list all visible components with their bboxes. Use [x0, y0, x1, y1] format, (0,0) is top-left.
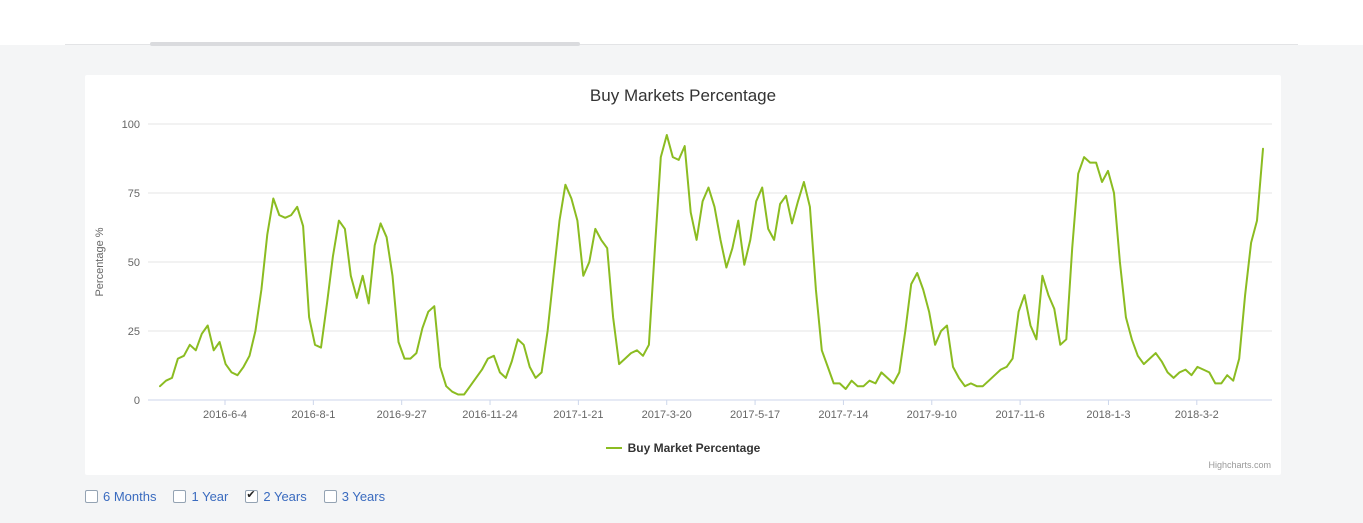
svg-text:75: 75: [128, 188, 140, 200]
svg-text:2017-1-21: 2017-1-21: [553, 409, 603, 421]
chart-plot-area[interactable]: 0 25 50 75 100 Percentage % 2016-6-4 2016-8-1 20…: [85, 111, 1281, 431]
svg-text:100: 100: [122, 119, 140, 131]
time-range-selector: 6 Months 1 Year 2 Years 3 Years: [85, 489, 385, 504]
range-label-2-years: 2 Years: [263, 489, 307, 504]
header-divider-segment: [150, 42, 580, 46]
svg-text:50: 50: [128, 257, 140, 269]
svg-text:2017-11-6: 2017-11-6: [995, 409, 1044, 421]
svg-text:2017-5-17: 2017-5-17: [730, 409, 780, 421]
svg-text:2017-7-14: 2017-7-14: [818, 409, 868, 421]
svg-text:2016-9-27: 2016-9-27: [377, 409, 427, 421]
range-option-3-years[interactable]: 3 Years: [323, 489, 386, 504]
range-label-6-months: 6 Months: [103, 489, 157, 504]
svg-text:2018-1-3: 2018-1-3: [1086, 409, 1130, 421]
svg-text:2018-3-2: 2018-3-2: [1175, 409, 1219, 421]
svg-text:2016-8-1: 2016-8-1: [291, 409, 335, 421]
svg-text:2016-6-4: 2016-6-4: [203, 409, 247, 421]
range-label-1-year: 1 Year: [191, 489, 229, 504]
top-bar: [0, 0, 1363, 45]
range-checkbox-6-months[interactable]: [85, 490, 98, 503]
svg-text:25: 25: [128, 326, 140, 338]
chart-title: Buy Markets Percentage: [589, 86, 777, 105]
header-divider: [65, 44, 1298, 45]
svg-text:2017-3-20: 2017-3-20: [642, 409, 692, 421]
range-option-6-months[interactable]: 6 Months: [85, 489, 156, 504]
svg-text:0: 0: [134, 395, 140, 407]
highcharts-credit-link[interactable]: Highcharts.com: [1208, 460, 1271, 470]
range-label-3-years: 3 Years: [341, 489, 386, 504]
legend-item-buy-market-percentage[interactable]: Buy Market Percentage: [85, 441, 1281, 455]
range-checkbox-1-year[interactable]: [173, 490, 187, 503]
legend-line-icon: [605, 447, 622, 449]
svg-text:2017-9-10: 2017-9-10: [907, 409, 957, 421]
range-checkbox-3-years[interactable]: [323, 490, 337, 503]
legend-label: Buy Market Percentage: [627, 441, 761, 455]
svg-text:Percentage %: Percentage %: [94, 227, 106, 296]
range-option-2-years[interactable]: 2 Years: [245, 489, 307, 504]
chart-card: Buy Markets Percentage 0 25 50 75 100 Percent…: [85, 75, 1281, 475]
svg-text:2016-11-24: 2016-11-24: [462, 409, 517, 421]
range-checkbox-2-years[interactable]: [245, 489, 259, 503]
range-option-1-year[interactable]: 1 Year: [173, 489, 228, 504]
